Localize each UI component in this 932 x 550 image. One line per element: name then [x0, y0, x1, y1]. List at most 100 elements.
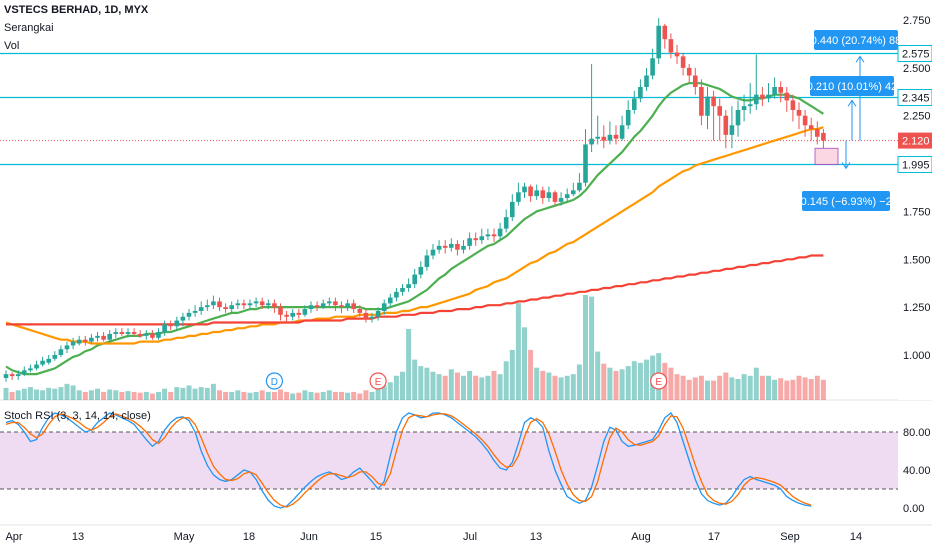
candle: [58, 345, 64, 357]
volume-bar: [570, 374, 576, 400]
volume-bar: [784, 380, 790, 400]
measure-label: −0.145 (−6.93%) −29: [794, 196, 898, 208]
volume-bar: [3, 387, 9, 400]
rsi-tick-label: 40.00: [903, 465, 931, 477]
candle: [619, 115, 625, 141]
volume-bar: [302, 390, 308, 400]
candle: [296, 309, 302, 319]
volume-bar: [34, 389, 39, 400]
volume-bar: [210, 383, 216, 400]
candle: [351, 299, 356, 313]
volume-bar: [814, 375, 820, 400]
candle: [760, 87, 765, 107]
measure-label: 0.210 (10.01%) 42: [807, 81, 898, 93]
volume-bar: [668, 367, 674, 400]
candle: [516, 182, 521, 206]
candle: [272, 299, 277, 313]
volume-bar: [156, 391, 161, 400]
time-axis[interactable]: Apr 13 May 18 Jun 15 Jul 13 Aug 17 Sep 14: [5, 531, 862, 543]
candle: [552, 190, 558, 206]
candle: [235, 299, 241, 310]
volume-bar: [625, 366, 631, 400]
candle: [510, 194, 515, 221]
candle: [95, 332, 100, 342]
volume-bar: [778, 378, 784, 400]
event-marker-label: E: [375, 377, 382, 388]
candle: [583, 129, 588, 187]
event-marker[interactable]: E: [369, 372, 387, 390]
volume-bar: [430, 371, 436, 400]
candle: [290, 309, 295, 321]
candle: [22, 366, 27, 377]
candle: [418, 261, 424, 279]
candle: [790, 94, 796, 122]
measure-box-bottom[interactable]: −0.145 (−6.93%) −29: [794, 191, 898, 211]
candle: [205, 299, 210, 311]
volume-label: Vol: [4, 40, 20, 52]
candle: [320, 299, 326, 310]
candle: [772, 77, 777, 99]
candle: [613, 125, 619, 145]
candle: [259, 297, 265, 310]
candle: [339, 301, 344, 313]
candle: [406, 278, 411, 292]
candle: [3, 370, 9, 382]
time-tick-label: 13: [530, 531, 542, 543]
candles: [3, 18, 826, 382]
stoch-rsi-panel[interactable]: 80.00 40.00 0.00: [0, 412, 931, 515]
volume-bar: [296, 392, 302, 400]
candle: [15, 370, 21, 380]
candle: [211, 295, 216, 310]
event-marker[interactable]: E: [650, 372, 668, 390]
candle: [497, 222, 503, 241]
measure-box-top[interactable]: 0.440 (20.74%) 88: [811, 30, 902, 50]
volume-bar: [180, 387, 186, 400]
volume-bar: [759, 375, 765, 400]
volume-bar: [796, 375, 802, 400]
candle: [540, 186, 546, 204]
candle: [119, 328, 125, 336]
price-tick-label: 1.250: [903, 302, 931, 314]
price-axis[interactable]: 2.750 2.500 2.250 1.750 1.500 1.250 1.000 2.575…: [897, 0, 932, 400]
volume-bar: [278, 389, 283, 400]
volume-bar: [27, 387, 33, 400]
candle: [436, 240, 442, 254]
volume-bar: [345, 392, 351, 400]
candle: [125, 328, 131, 338]
volume-bar: [461, 375, 466, 400]
volume-bar: [576, 364, 582, 400]
volume-bar: [229, 391, 235, 400]
symbol-title: VSTECS BERHAD, 1D, MYX: [4, 4, 149, 16]
time-tick-label: 18: [243, 531, 255, 543]
candle: [278, 303, 283, 321]
selection-box[interactable]: [814, 147, 839, 165]
volume-bar: [21, 388, 27, 400]
candle: [662, 23, 668, 49]
candle: [577, 173, 582, 193]
volume-bar: [497, 374, 503, 400]
volume-bar: [552, 375, 558, 400]
candle: [564, 188, 570, 202]
measure-box-mid[interactable]: 0.210 (10.01%) 42: [807, 76, 898, 96]
rsi-line: [5, 413, 812, 508]
volume-bar: [448, 369, 454, 400]
candle: [558, 192, 564, 206]
volume-bar: [753, 367, 759, 400]
candle: [802, 109, 808, 137]
candle: [650, 48, 655, 80]
volume-bar: [107, 389, 113, 400]
volume-bar: [70, 385, 76, 400]
candle: [192, 305, 198, 317]
volume-bar: [589, 296, 595, 400]
event-marker-label: D: [271, 377, 278, 388]
volume-bar: [363, 390, 369, 400]
candle: [302, 305, 308, 317]
event-marker[interactable]: D: [265, 372, 283, 390]
candle: [491, 228, 497, 243]
volume-bar: [393, 375, 399, 400]
candle: [711, 90, 716, 141]
volume-bar: [223, 391, 229, 400]
candle: [503, 209, 509, 233]
volume-bar: [387, 382, 393, 400]
